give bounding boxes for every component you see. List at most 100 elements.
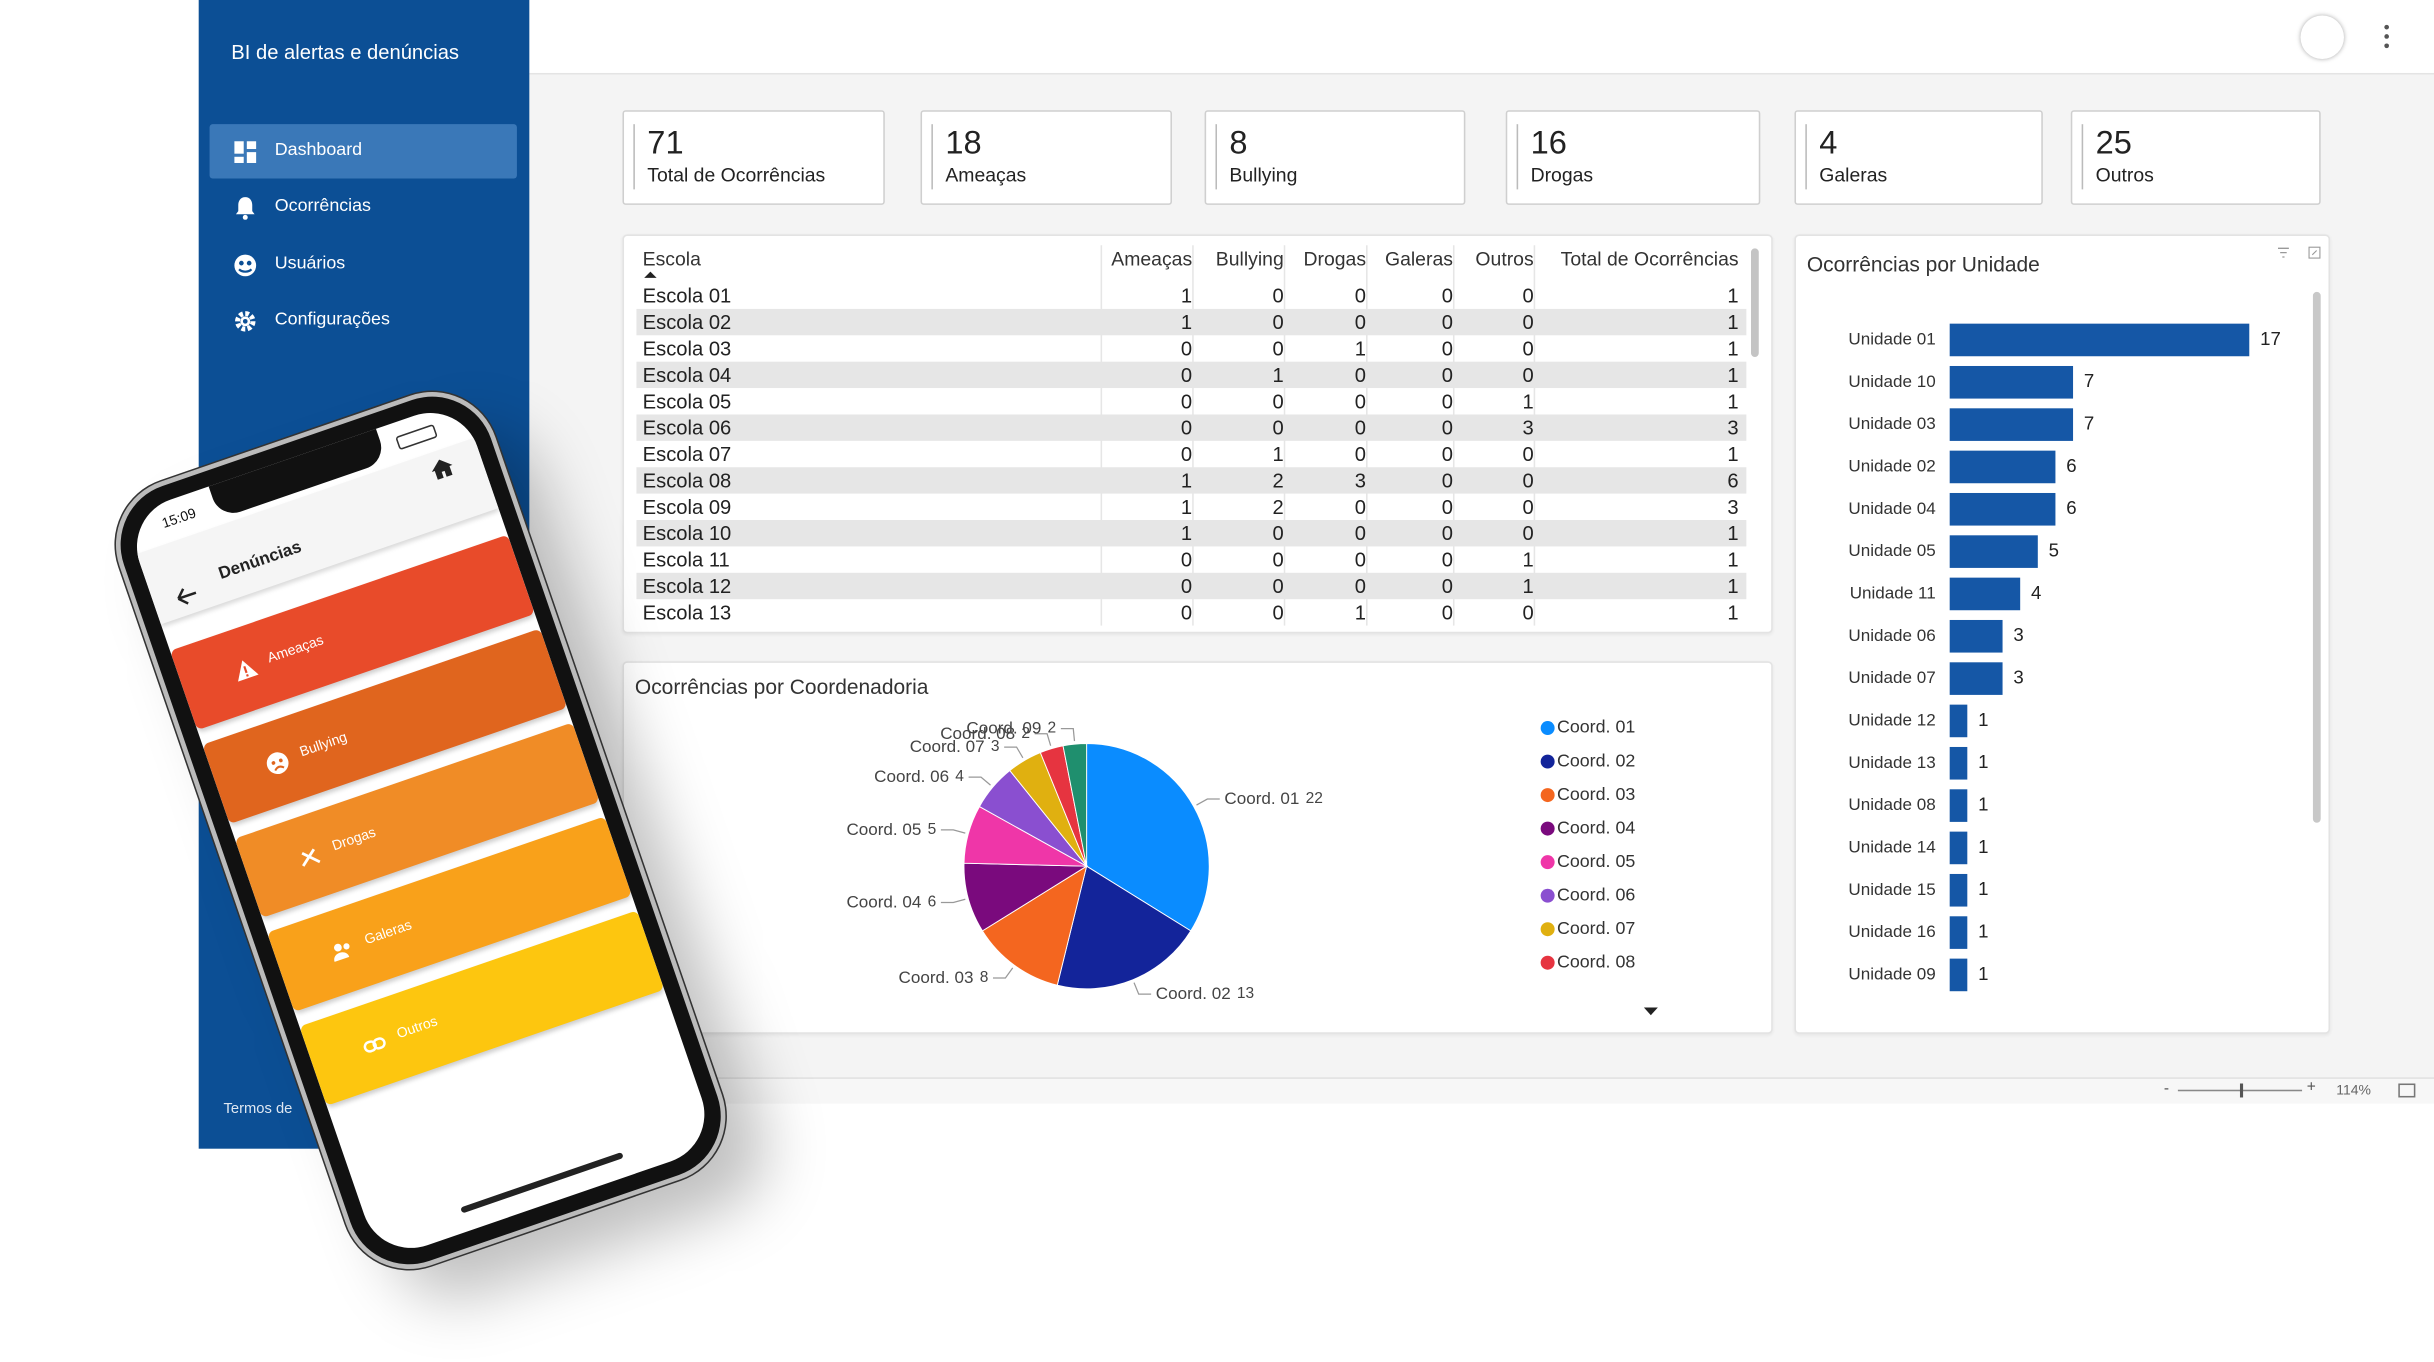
- kpi-label: Outros: [2095, 164, 2154, 187]
- bar-scrollbar[interactable]: [2312, 291, 2321, 823]
- nav-item[interactable]: Ocorrências: [210, 181, 517, 235]
- table-row[interactable]: Escola 08 1 2 3 0 0 6: [636, 467, 1747, 494]
- table-row[interactable]: Escola 07 0 1 0 0 0 1: [636, 441, 1746, 467]
- table-row[interactable]: Escola 09 1 2 0 0 0 3: [636, 494, 1746, 520]
- icon[interactable]: [171, 580, 205, 619]
- table-row[interactable]: Escola 13 0 0 1 0 0 1: [636, 599, 1746, 625]
- table-cell: 0: [1441, 363, 1453, 387]
- table-row[interactable]: Escola 11 0 0 0 0 1 1: [636, 546, 1746, 572]
- column-header[interactable]: Ameaças: [1111, 248, 1193, 271]
- nav-item[interactable]: Usuários: [210, 237, 517, 291]
- table-row[interactable]: Escola 06 0 0 0 0 3 3: [636, 414, 1747, 441]
- icon-shape: [431, 459, 453, 480]
- table-cell: 3: [1727, 495, 1739, 519]
- table-cell: 1: [1727, 336, 1739, 361]
- kpi-card: 71 Total de Ocorrências: [622, 110, 885, 205]
- table-row[interactable]: Escola 05 0 0 0 0 1 1: [636, 388, 1746, 414]
- top-bar: [529, 0, 2434, 75]
- table-cell: 1: [1272, 442, 1284, 466]
- home-indicator: [460, 1152, 624, 1214]
- icon-shape: [234, 253, 257, 276]
- icon: [262, 747, 296, 786]
- table-row[interactable]: Escola 03 0 0 1 0 0 1: [636, 335, 1746, 361]
- icon-shape: [235, 197, 255, 221]
- menu-kebab[interactable]: [2381, 24, 2393, 53]
- table-cell: 0: [1272, 336, 1284, 361]
- icon[interactable]: [2306, 244, 2323, 267]
- icon[interactable]: [426, 453, 460, 492]
- icon[interactable]: [2275, 244, 2292, 267]
- table-cell: 0: [1272, 389, 1284, 413]
- report-button[interactable]: Drogas: [234, 722, 600, 918]
- sidebar-footer[interactable]: Termos de: [223, 1100, 293, 1118]
- table-cell: 0: [1354, 495, 1367, 519]
- school-name: Escola 01: [642, 284, 732, 308]
- column-header[interactable]: Drogas: [1303, 248, 1367, 271]
- table-cell: 0: [1441, 495, 1453, 519]
- school-name: Escola 06: [642, 416, 732, 440]
- table-cell: 0: [1272, 310, 1284, 334]
- kpi-divider: [931, 124, 933, 190]
- table-cell: 0: [1354, 284, 1367, 308]
- icon-shape: [235, 310, 256, 332]
- table-row[interactable]: Escola 04 0 1 0 0 0 1: [636, 361, 1747, 389]
- icon: [233, 140, 258, 173]
- column-header[interactable]: Galeras: [1384, 248, 1453, 271]
- avatar[interactable]: [2300, 15, 2344, 59]
- table-cell: 0: [1354, 416, 1367, 440]
- table-cell: 0: [1354, 363, 1367, 387]
- table-cell: 0: [1522, 442, 1534, 466]
- report-button[interactable]: Galeras: [267, 816, 632, 1012]
- kpi-value: 8: [1229, 125, 1248, 162]
- table-row[interactable]: Escola 02 1 0 0 0 0 1: [636, 308, 1747, 336]
- table-cell: 1: [1522, 389, 1534, 413]
- table-cell: 1: [1727, 284, 1739, 308]
- column-header[interactable]: Total de Ocorrências: [1560, 248, 1739, 271]
- report-button[interactable]: Ameaças: [170, 534, 535, 731]
- school-name: Escola 05: [642, 389, 732, 413]
- table-row[interactable]: Escola 12 0 0 0 0 1 1: [636, 572, 1747, 600]
- table-cell: 6: [1727, 468, 1739, 493]
- table-cell: 1: [1727, 547, 1739, 572]
- icon-shape: [177, 588, 197, 605]
- zoom-minus[interactable]: -: [2163, 1080, 2170, 1098]
- fit-page[interactable]: [2398, 1083, 2416, 1098]
- table-cell: 0: [1522, 468, 1534, 493]
- kpi-label: Galeras: [1819, 164, 1888, 187]
- school-name: Escola 08: [642, 468, 732, 493]
- report-button[interactable]: Outros: [299, 910, 665, 1106]
- kpi-divider: [1516, 124, 1519, 190]
- column-header[interactable]: Outros: [1475, 248, 1534, 271]
- table-row[interactable]: Escola 01 1 0 0 0 0 1: [636, 283, 1746, 309]
- table-cell: 1: [1522, 574, 1534, 598]
- table-scrollbar[interactable]: [1750, 248, 1759, 358]
- school-name: Escola 10: [642, 521, 732, 545]
- table-cell: 3: [1354, 468, 1367, 493]
- zoom-knob[interactable]: [2239, 1083, 2244, 1098]
- table-cell: 0: [1522, 284, 1534, 308]
- nav-item[interactable]: Dashboard: [209, 124, 517, 179]
- school-name: Escola 02: [642, 310, 732, 334]
- icon-shape: [334, 943, 350, 962]
- zoom-plus[interactable]: +: [2306, 1078, 2316, 1096]
- table-cell: 0: [1441, 468, 1453, 493]
- column-header[interactable]: Bullying: [1215, 248, 1284, 271]
- kpi-value: 18: [945, 125, 982, 162]
- sort-indicator[interactable]: [644, 271, 657, 278]
- nav-item[interactable]: Configurações: [210, 293, 517, 347]
- icon-shape: [363, 1037, 386, 1053]
- table-row[interactable]: Escola 10 1 0 0 0 0 1: [636, 520, 1747, 547]
- nav-label: Configurações: [274, 310, 390, 329]
- column-header[interactable]: Escola: [642, 248, 701, 271]
- table-cell: 1: [1180, 521, 1193, 545]
- nav-label: Usuários: [274, 253, 346, 273]
- table-cell: 0: [1354, 521, 1367, 545]
- report-button[interactable]: Bullying: [202, 628, 568, 825]
- table-cell: 1: [1180, 284, 1193, 308]
- icon-shape: [238, 660, 259, 682]
- zoom-level: 114%: [2336, 1081, 2371, 1098]
- table-cell: 1: [1272, 363, 1284, 387]
- status-icons: [395, 423, 438, 451]
- kpi-value: 25: [2095, 125, 2132, 162]
- nav-label: Dashboard: [274, 141, 363, 160]
